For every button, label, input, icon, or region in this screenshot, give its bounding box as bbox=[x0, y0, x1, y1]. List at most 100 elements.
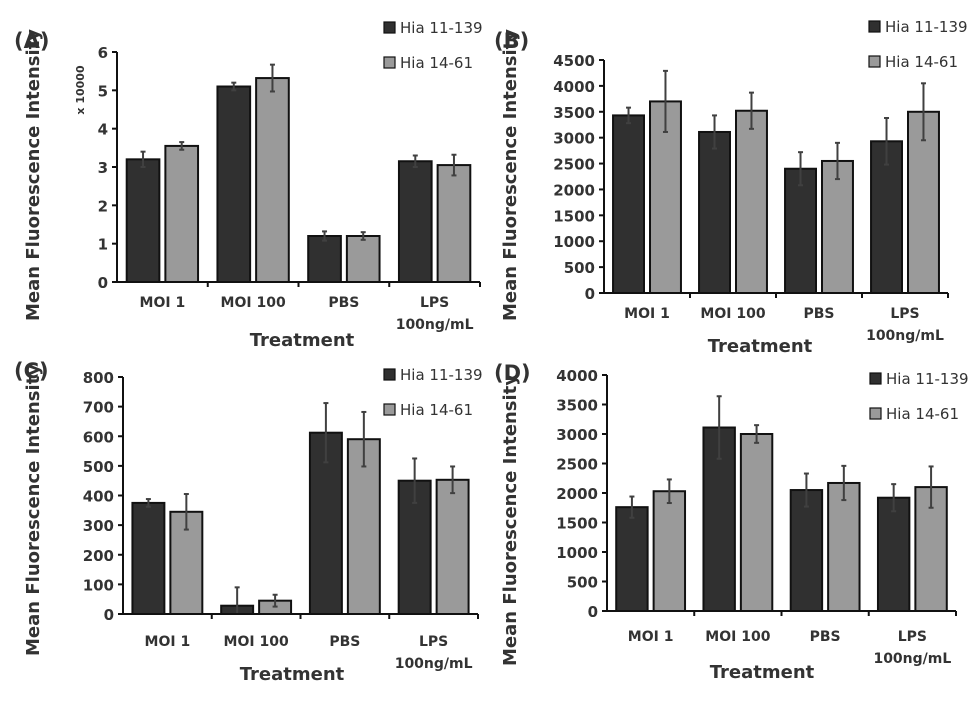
y-tick-label: 300 bbox=[83, 517, 114, 535]
legend-swatch bbox=[383, 403, 396, 416]
bar bbox=[698, 130, 731, 294]
x-tick-label: PBS bbox=[810, 629, 841, 645]
x-tick-label-line: LPS bbox=[419, 634, 448, 650]
y-tick-label: 200 bbox=[83, 547, 114, 565]
y-tick-label: 100 bbox=[83, 576, 114, 594]
error-bar bbox=[920, 82, 926, 142]
x-tick-label: MOI 1 bbox=[628, 629, 674, 645]
y-tick-label: 4000 bbox=[553, 78, 595, 96]
x-tick-label: MOI 100 bbox=[221, 295, 286, 311]
error-bar bbox=[360, 231, 366, 241]
legend-label: Hia 14-61 bbox=[400, 401, 473, 419]
bar bbox=[615, 506, 649, 612]
error-bar bbox=[928, 465, 934, 509]
x-tick-label-line: PBS bbox=[329, 634, 360, 650]
y-tick-label: 400 bbox=[83, 488, 114, 506]
x-axis-title: Treatment bbox=[708, 336, 813, 357]
panel-label: (A) bbox=[14, 29, 49, 53]
panel-label: (C) bbox=[14, 359, 49, 383]
error-bar bbox=[145, 498, 151, 508]
y-tick-label: 1 bbox=[98, 236, 108, 254]
x-tick-label-line: MOI 100 bbox=[221, 295, 286, 311]
bar bbox=[739, 433, 774, 612]
x-tick-label: LPS 100ng/mL bbox=[395, 634, 473, 672]
x-axis-title: Treatment bbox=[250, 330, 355, 351]
bar bbox=[784, 167, 817, 295]
bar bbox=[125, 158, 161, 283]
x-axis-title: Treatment bbox=[710, 662, 815, 683]
error-bar bbox=[754, 424, 760, 444]
y-tick-label: 0 bbox=[585, 285, 595, 303]
y-tick-label: 700 bbox=[83, 399, 114, 417]
bar bbox=[876, 496, 911, 612]
bar bbox=[397, 160, 433, 283]
error-bar bbox=[626, 106, 632, 125]
legend-swatch bbox=[383, 56, 396, 69]
bar bbox=[436, 164, 472, 283]
y-tick-label: 800 bbox=[83, 369, 114, 387]
y-tick-label: 1000 bbox=[553, 233, 595, 251]
bar bbox=[821, 159, 854, 294]
x-tick-label-line: LPS bbox=[420, 295, 449, 311]
x-tick-label: PBS bbox=[329, 634, 360, 650]
y-tick-label: 3500 bbox=[553, 104, 595, 122]
x-tick-label: MOI 100 bbox=[224, 634, 289, 650]
error-bar bbox=[629, 495, 635, 519]
y-tick-label: 600 bbox=[83, 428, 114, 446]
error-bar bbox=[662, 69, 668, 133]
y-tick-label: 4500 bbox=[553, 52, 595, 70]
error-bar bbox=[798, 151, 804, 187]
y-tick-label: 1500 bbox=[556, 515, 598, 533]
bar bbox=[907, 110, 940, 295]
legend-swatch bbox=[869, 372, 882, 385]
x-tick-label-line: 100ng/mL bbox=[395, 656, 473, 672]
error-bar bbox=[322, 230, 328, 242]
chart-panel-a: 0 1 2 3 4 5 6 MOI 1 MOI 100 PBS LPS 100ng/mL Treatme… bbox=[14, 19, 483, 351]
legend: Hia 11-139 Hia 14-61 bbox=[869, 370, 969, 423]
x-tick-label: MOI 1 bbox=[624, 306, 670, 322]
y-tick-label: 0 bbox=[588, 603, 598, 621]
y-tick-label: 6 bbox=[98, 44, 108, 62]
legend: Hia 11-139 Hia 14-61 bbox=[383, 366, 483, 419]
x-tick-label-line: PBS bbox=[328, 295, 359, 311]
x-tick-label-line: MOI 1 bbox=[628, 629, 674, 645]
bar bbox=[789, 489, 824, 612]
bar bbox=[870, 140, 903, 294]
x-tick-label: MOI 1 bbox=[145, 634, 191, 650]
x-tick-label-line: PBS bbox=[810, 629, 841, 645]
error-bar bbox=[412, 154, 418, 168]
chart-panel-b: 0 500 1000 1500 2000 2500 3000 3500 4000 4500 MOI … bbox=[494, 18, 968, 357]
x-tick-label-line: 100ng/mL bbox=[396, 317, 474, 333]
error-bar bbox=[834, 141, 840, 181]
x-tick-label-line: PBS bbox=[803, 306, 834, 322]
y-tick-label: 4000 bbox=[556, 367, 598, 385]
panel-label: (B) bbox=[494, 29, 529, 53]
y-multiplier-label: x 10000 bbox=[74, 65, 87, 115]
y-tick-label: 4 bbox=[98, 121, 108, 139]
x-tick-label: LPS 100ng/mL bbox=[866, 306, 944, 344]
y-tick-label: 1000 bbox=[556, 544, 598, 562]
bar bbox=[612, 114, 645, 294]
bar bbox=[164, 144, 200, 283]
error-bar bbox=[716, 395, 722, 460]
x-tick-label-line: MOI 100 bbox=[705, 629, 770, 645]
error-bar bbox=[666, 478, 672, 505]
x-tick-label-line: MOI 1 bbox=[145, 634, 191, 650]
error-bar bbox=[891, 483, 897, 513]
x-tick-label-line: MOI 1 bbox=[140, 295, 186, 311]
y-tick-label: 2000 bbox=[553, 181, 595, 199]
x-tick-label-line: LPS bbox=[898, 629, 927, 645]
error-bar bbox=[712, 114, 718, 150]
error-bar bbox=[412, 457, 418, 504]
y-tick-label: 0 bbox=[98, 274, 108, 292]
error-bar bbox=[450, 465, 456, 495]
legend-label: Hia 11-139 bbox=[400, 19, 483, 37]
error-bar bbox=[269, 63, 275, 93]
chart-panel-c: 0 100 200 300 400 500 600 700 800 MOI 1 MOI 100 PBS… bbox=[14, 359, 483, 685]
x-tick-label: LPS 100ng/mL bbox=[873, 629, 951, 667]
y-axis-title: Mean Fluorescence Intensity bbox=[23, 364, 44, 656]
error-bar bbox=[841, 464, 847, 502]
y-tick-label: 0 bbox=[104, 606, 114, 624]
y-tick-label: 3 bbox=[98, 159, 108, 177]
